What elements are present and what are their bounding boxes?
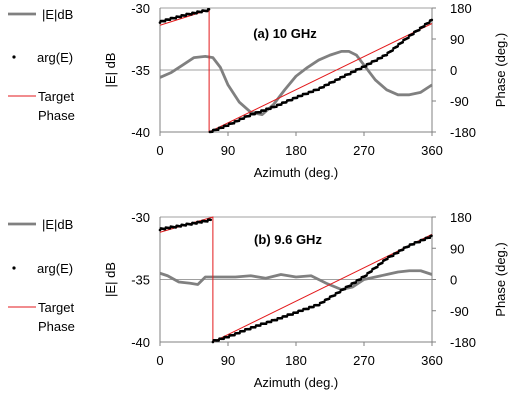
phase-point [381,261,384,265]
phase-point [207,8,211,11]
x-axis-title: Azimuth (deg.) [254,165,339,180]
phase-point [365,274,368,277]
y2-tick-label: 90 [450,241,464,256]
phase-point [430,18,434,22]
legend-target-label-line: Target [38,300,75,315]
y2-tick-label: 90 [450,32,464,47]
phase-point [396,45,400,48]
y-tick-label: -40 [131,335,150,350]
x-tick-label: 180 [285,143,307,158]
phase-point [423,25,426,28]
legend-phase-dot [12,55,16,59]
phase-points [158,8,434,134]
phase-point [359,278,363,281]
legend-magnitude-label: |E|dB [42,217,73,232]
phase-point [418,28,421,32]
phase-point [391,49,395,52]
legend-target-label-line: Target [38,89,75,104]
y-tick-label: -30 [131,1,150,16]
y-tick-label: -35 [131,63,150,78]
y2-tick-label: -90 [450,304,469,319]
x-tick-label: 360 [421,143,443,158]
y2-axis-title: Phase (deg.) [493,33,508,107]
x-tick-label: 0 [156,353,163,368]
y2-tick-label: 0 [450,273,457,288]
phase-point [318,303,321,307]
x-tick-label: 270 [353,353,375,368]
phase-point [396,251,400,254]
panel-a: 0 90 180 270 360 -30 -35 -40 180 90 0 -90 -180 Azimut… [8,1,508,180]
x-tick-label: 90 [221,353,235,368]
y-tick-label: -35 [131,273,150,288]
phase-point [349,284,353,287]
legend-phase-label: arg(E) [37,50,73,65]
x-tick-label: 0 [156,143,163,158]
legend-target-label-line: Phase [38,319,75,334]
y2-tick-label: -90 [450,94,469,109]
y2-tick-label: 0 [450,63,457,78]
x-tick-label: 180 [285,353,307,368]
phase-point [428,21,431,24]
legend-phase-dot [12,266,16,270]
phase-point [376,265,379,269]
y-tick-label: -30 [131,210,150,225]
phase-point [343,287,347,291]
y2-tick-label: -180 [450,125,476,140]
y2-tick-label: 180 [450,1,472,16]
x-tick-label: 360 [421,353,443,368]
legend-phase-label: arg(E) [37,261,73,276]
phase-points [158,218,433,344]
magnitude-line [159,269,433,291]
phase-point [391,254,395,257]
legend-target-label-line: Phase [38,108,75,123]
y-axis-title: |E| dB [103,262,118,297]
target-phase-line [159,9,433,133]
y2-tick-label: 180 [450,210,472,225]
phase-point [333,294,337,297]
legend-target-label: Target Phase [38,300,75,334]
phase-point [407,36,410,39]
magnitude-line [159,50,433,117]
panel-b: 0 90 180 270 360 -30 -35 -40 180 90 0 -90 -180 Azimut… [8,210,508,390]
phase-point [327,297,331,301]
y2-axis-title: Phase (deg.) [493,242,508,316]
phase-point [386,257,389,261]
x-axis-title: Azimuth (deg.) [254,375,339,390]
x-tick-label: 270 [353,143,375,158]
y-axis-title: |E| dB [103,53,118,88]
y-tick-label: -40 [131,125,150,140]
legend-target-label: Target Phase [38,89,75,123]
panel-title: (b) 9.6 GHz [254,232,322,247]
panel-title: (a) 10 GHz [253,26,317,41]
phase-point [401,40,405,44]
phase-point [209,218,212,222]
phase-point [385,53,389,57]
y2-tick-label: -180 [450,335,476,350]
phase-point [430,234,433,238]
phase-point [370,270,373,273]
x-tick-label: 90 [221,143,235,158]
legend-magnitude-label: |E|dB [42,7,73,22]
phase-point [412,32,415,36]
